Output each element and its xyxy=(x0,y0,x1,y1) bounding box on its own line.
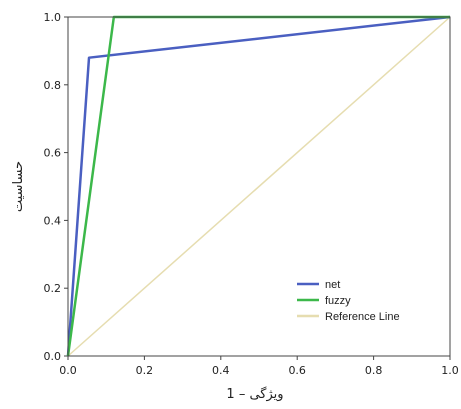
series-line-net xyxy=(66,15,451,357)
x-tick-label: 0.0 xyxy=(59,364,77,377)
x-tick-label: 0.2 xyxy=(136,364,154,377)
x-axis-label: 1 – ویژگی xyxy=(226,386,283,402)
legend-label: fuzzy xyxy=(325,295,351,307)
series-lines xyxy=(66,15,451,357)
y-tick-label: 0.6 xyxy=(44,147,62,160)
tick-labels: 0.0 0.2 0.4 0.6 0.8 1.0 0.0 0.2 0.4 0.6 0.8 1.0 xyxy=(44,11,459,377)
series-line-reference-line xyxy=(67,16,451,357)
y-tick-label: 0.4 xyxy=(44,214,62,227)
x-tick-label: 0.6 xyxy=(288,364,306,377)
x-tick-label: 0.4 xyxy=(212,364,230,377)
y-axis-label: حساسیت xyxy=(11,161,26,212)
y-tick-label: 0.2 xyxy=(44,282,62,295)
y-tick-label: 1.0 xyxy=(44,11,62,24)
plot-area-frame xyxy=(67,16,451,357)
y-tick-label: 0.8 xyxy=(44,79,62,92)
x-tick-label: 1.0 xyxy=(441,364,459,377)
y-tick-label: 0.0 xyxy=(44,350,62,363)
legend-label: net xyxy=(325,279,340,291)
x-tick-label: 0.8 xyxy=(365,364,383,377)
legend-label: Reference Line xyxy=(325,311,400,323)
legend: net fuzzy Reference Line xyxy=(297,279,400,323)
